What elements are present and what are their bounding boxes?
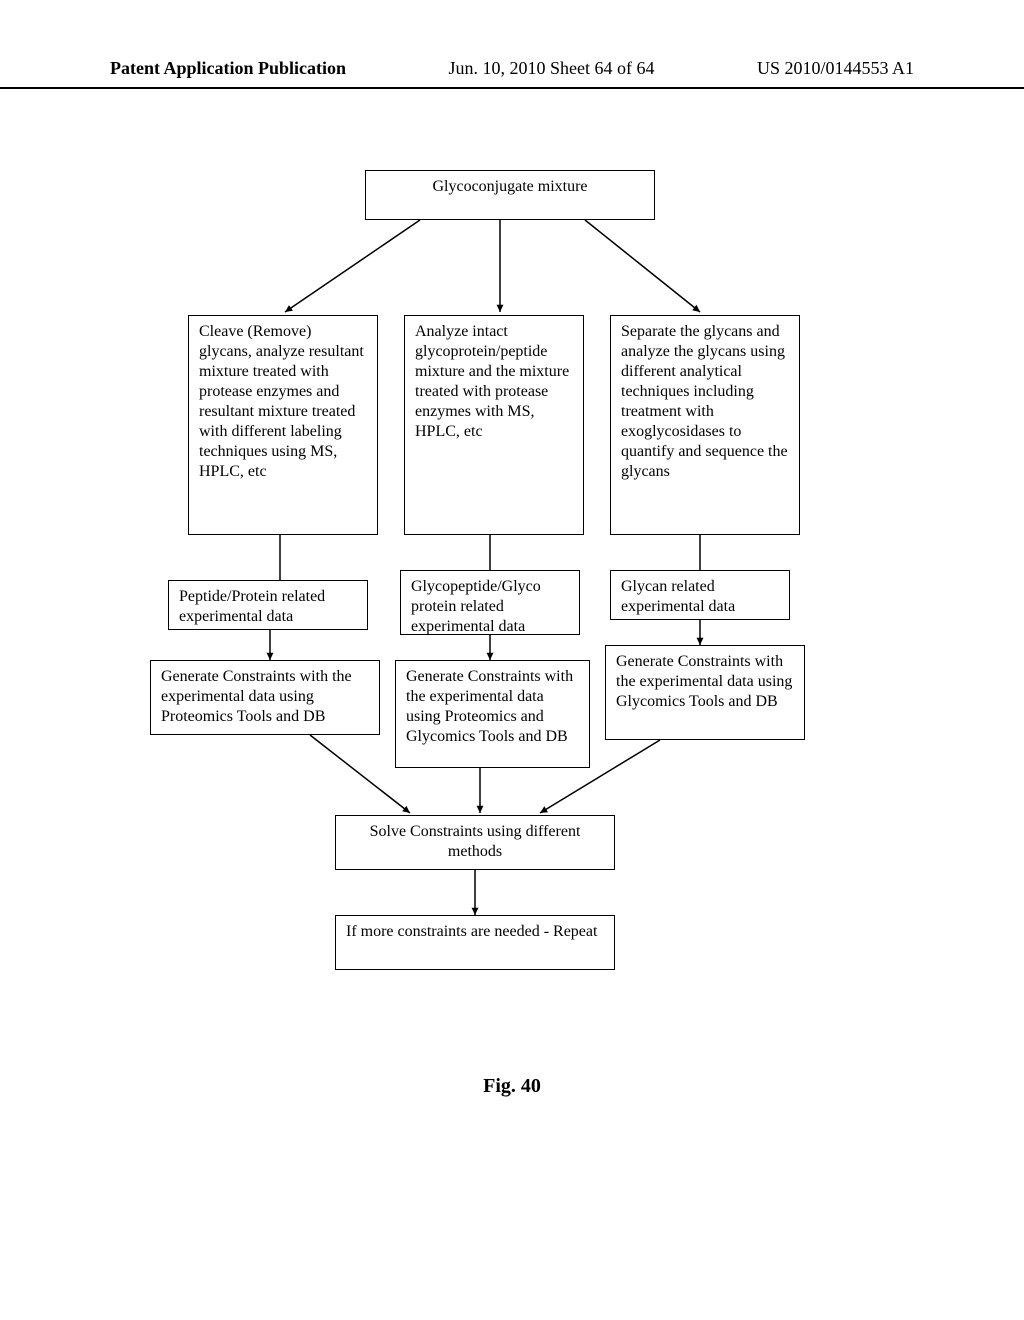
box-row4-left: Generate Constraints with the experiment… bbox=[150, 660, 380, 735]
box-row4-center: Generate Constraints with the experiment… bbox=[395, 660, 590, 768]
box-row2-center: Analyze intact glycoprotein/peptide mixt… bbox=[404, 315, 584, 535]
box-row3-right: Glycan related experimental data bbox=[610, 570, 790, 620]
figure-caption: Fig. 40 bbox=[0, 1075, 1024, 1098]
page-header: Patent Application Publication Jun. 10, … bbox=[0, 58, 1024, 89]
header-right: US 2010/0144553 A1 bbox=[757, 58, 914, 79]
header-left: Patent Application Publication bbox=[110, 58, 346, 79]
box-row2-left: Cleave (Remove) glycans, analyze resulta… bbox=[188, 315, 378, 535]
flowchart: Glycoconjugate mixture Cleave (Remove) g… bbox=[110, 170, 914, 1170]
box-row3-center: Glycopeptide/Glyco protein related exper… bbox=[400, 570, 580, 635]
box-row6: If more constraints are needed - Repeat bbox=[335, 915, 615, 970]
box-row4-right: Generate Constraints with the experiment… bbox=[605, 645, 805, 740]
box-row5: Solve Constraints using different method… bbox=[335, 815, 615, 870]
box-row3-left: Peptide/Protein related experimental dat… bbox=[168, 580, 368, 630]
box-top: Glycoconjugate mixture bbox=[365, 170, 655, 220]
box-row2-right: Separate the glycans and analyze the gly… bbox=[610, 315, 800, 535]
header-center: Jun. 10, 2010 Sheet 64 of 64 bbox=[449, 58, 655, 79]
